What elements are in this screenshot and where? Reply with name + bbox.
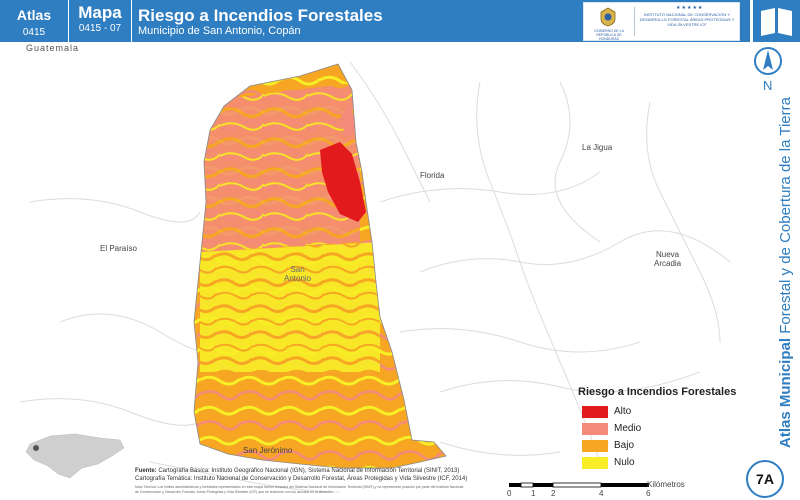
- scale-bar-graphic: [509, 482, 649, 488]
- source-line-1: Cartografía Básica: Instituto Geográfico…: [158, 468, 460, 474]
- place-nueva-arcadia: Nueva Arcadia: [654, 250, 682, 268]
- legend-label: Alto: [614, 406, 632, 417]
- logo-gov-text: GOBIERNO DE LA REPÚBLICA DE HONDURAS: [594, 29, 624, 41]
- legend-swatch-alto: [582, 406, 608, 418]
- header-divider: [68, 0, 69, 42]
- side-title-rest: Forestal y de Cobertura de la Tierra: [777, 97, 794, 338]
- scale-tick: 2: [551, 489, 556, 498]
- mapa-box: Mapa 0415 - 07: [69, 0, 131, 42]
- atlas-box: Atlas 0415: [0, 0, 68, 42]
- logo-divider: [634, 7, 635, 36]
- place-florida: Florida: [420, 171, 445, 180]
- municipality-boundary: [193, 63, 447, 469]
- institution-logo: GOBIERNO DE LA REPÚBLICA DE HONDURAS ★★★…: [583, 2, 740, 41]
- scale-tick: 4: [599, 489, 604, 498]
- north-arrow-icon: [754, 47, 782, 75]
- legend-title: Riesgo a Incendios Forestales: [578, 386, 737, 398]
- scale-bar: 0 1 2 4 6 Kilómetros: [505, 480, 685, 500]
- technical-note: Nota Técnica: Los límites administrativo…: [135, 485, 464, 494]
- mapa-number: 0415 - 07: [78, 23, 122, 34]
- map-title: Riesgo a Incendios Forestales: [138, 6, 383, 25]
- source-label: Fuente:: [135, 468, 157, 474]
- header-bar: Atlas 0415 Mapa 0415 - 07 Riesgo a Incen…: [0, 0, 750, 42]
- road-network: [19, 61, 731, 493]
- source-line-2: Cartografía Temática: Instituto Nacional…: [135, 475, 468, 482]
- atlas-label: Atlas: [16, 7, 52, 23]
- legend: Riesgo a Incendios Forestales Alto Medio…: [578, 386, 748, 472]
- legend-swatch-nulo: [582, 457, 608, 469]
- book-button[interactable]: [753, 0, 800, 42]
- place-san-antonio: San Antonio: [284, 265, 312, 283]
- atlas-side-title: Atlas Municipal Forestal y de Cobertura …: [777, 97, 794, 448]
- side-title-bold: Atlas Municipal: [777, 337, 794, 448]
- scale-tick: 0: [507, 489, 512, 498]
- place-la-jigua: La Jigua: [582, 143, 613, 152]
- legend-label: Nulo: [614, 457, 635, 468]
- source-note: Fuente: Cartografía Básica: Instituto Ge…: [135, 468, 505, 483]
- legend-swatch-bajo: [582, 440, 608, 452]
- seal-icon: [600, 7, 616, 27]
- logo-institution-text: INSTITUTO NACIONAL DE CONSERVACIÓN Y DES…: [639, 12, 735, 27]
- header-divider: [131, 0, 132, 42]
- legend-item: Bajo: [578, 438, 748, 455]
- logo-stars: ★★★★★: [676, 5, 704, 11]
- north-label: N: [763, 78, 773, 93]
- map-badge: 7A: [746, 460, 784, 498]
- country-label: Guatemala: [26, 43, 80, 53]
- legend-item: Alto: [578, 404, 748, 421]
- scale-tick: 6: [646, 489, 651, 498]
- fire-risk-raster: [194, 64, 446, 468]
- map-subtitle: Municipio de San Antonio, Copán: [138, 25, 301, 37]
- mapa-label: Mapa: [78, 3, 122, 22]
- locator-inset: [25, 433, 125, 479]
- legend-swatch-medio: [582, 423, 608, 435]
- legend-label: Medio: [614, 423, 642, 434]
- place-san-jeronimo: San Jerónimo: [243, 446, 293, 455]
- north-arrow: N: [753, 44, 783, 96]
- scale-unit: Kilómetros: [647, 480, 685, 489]
- map-canvas: [19, 61, 731, 493]
- scale-tick: 1: [531, 489, 536, 498]
- book-icon: [761, 8, 792, 36]
- legend-label: Bajo: [614, 440, 635, 451]
- legend-item: Medio: [578, 421, 748, 438]
- legend-item: Nulo: [578, 455, 748, 472]
- atlas-number: 0415: [22, 27, 46, 38]
- place-el-paraiso: El Paraíso: [100, 244, 137, 253]
